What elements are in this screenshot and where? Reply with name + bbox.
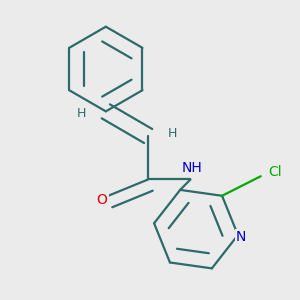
Text: H: H (77, 107, 87, 120)
Text: O: O (97, 193, 108, 207)
Text: H: H (167, 127, 177, 140)
Text: NH: NH (182, 161, 203, 176)
Text: N: N (236, 230, 246, 244)
Text: Cl: Cl (268, 165, 282, 179)
